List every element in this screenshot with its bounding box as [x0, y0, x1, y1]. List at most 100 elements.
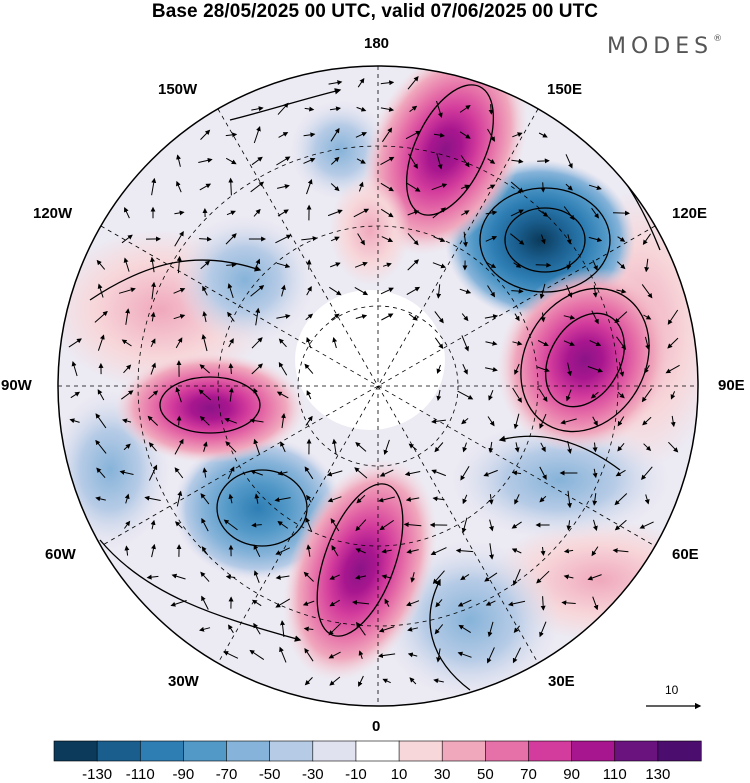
wind-arrow [461, 418, 469, 425]
wind-arrow [356, 621, 366, 636]
wind-arrow [589, 340, 602, 347]
wind-arrow [380, 287, 394, 295]
wind-arrow [121, 390, 134, 400]
wind-arrow [405, 130, 421, 140]
wind-arrow [433, 236, 446, 243]
wind-arrow [538, 388, 548, 402]
wind-arrow [327, 496, 342, 503]
wind-arrow [436, 284, 442, 299]
wind-arrow [381, 574, 392, 580]
wind-arrow [125, 308, 131, 325]
wind-arrow [561, 600, 576, 606]
wind-arrow [380, 106, 395, 112]
colorbar-tick-label: -30 [301, 766, 324, 783]
wind-arrow [174, 210, 185, 216]
wind-arrow [306, 178, 313, 195]
wind-arrow [592, 519, 598, 532]
wind-arrow [513, 413, 520, 430]
wind-arrow [199, 626, 211, 632]
wind-arrow [430, 547, 447, 556]
colorbar-tick-label: -90 [172, 766, 195, 783]
wind-arrow [276, 184, 290, 189]
reference-vector-label: 10 [665, 683, 679, 697]
wind-arrow [641, 466, 653, 480]
wind-arrow [381, 236, 394, 242]
wind-arrow [356, 158, 366, 164]
wind-arrow [432, 496, 445, 502]
wind-arrow [328, 651, 341, 659]
wind-arrow [540, 234, 546, 245]
wind-arrow [436, 389, 442, 401]
wind-arrow [121, 234, 133, 244]
wind-arrow [199, 236, 212, 242]
wind-arrow [326, 470, 343, 477]
colorbar-swatch [312, 740, 357, 762]
wind-arrow [461, 335, 469, 352]
wind-arrow [277, 470, 288, 476]
wind-arrow [225, 233, 237, 245]
wind-arrow [144, 495, 161, 501]
wind-arrow [485, 340, 498, 346]
wind-arrow [512, 340, 523, 346]
wind-arrow [200, 571, 210, 582]
wind-arrow [277, 521, 289, 529]
wind-arrow [644, 365, 650, 374]
wind-arrow [457, 651, 472, 658]
wind-arrow [176, 415, 182, 426]
colorbar-tick-label: 90 [563, 766, 580, 783]
wind-arrow [616, 336, 627, 351]
wind-arrow [460, 465, 470, 481]
colorbar-swatch [657, 740, 702, 762]
wind-arrow [565, 183, 573, 191]
wind-arrow [201, 518, 209, 532]
wind-arrow [511, 158, 524, 164]
wind-arrow [566, 260, 572, 270]
wind-arrow [488, 494, 494, 505]
wind-arrow [253, 438, 260, 455]
colorbar-swatch [139, 740, 185, 762]
wind-arrow [592, 442, 598, 453]
wind-arrow [377, 653, 396, 659]
wind-arrow [404, 471, 421, 477]
wind-arrow [380, 80, 395, 86]
wind-arrow [566, 389, 572, 402]
wind-arrow [170, 600, 187, 607]
lon-label-180: 180 [364, 35, 390, 52]
wind-arrow [483, 469, 498, 477]
wind-arrow [201, 546, 209, 556]
wind-arrow [641, 388, 653, 403]
wind-arrow [250, 285, 265, 297]
wind-arrow [487, 621, 494, 638]
lon-label-150e: 150E [547, 81, 583, 98]
wind-arrow [588, 184, 602, 191]
wind-arrow [304, 677, 313, 686]
wind-arrow [278, 338, 287, 348]
wind-arrow [253, 570, 260, 583]
wind-arrow [228, 387, 234, 402]
wind-arrow [225, 157, 237, 165]
wind-arrow [200, 493, 210, 505]
colorbar-swatch [485, 740, 530, 762]
wind-arrow [618, 361, 625, 377]
wind-arrow [513, 262, 522, 268]
wind-arrow [201, 595, 209, 610]
lon-label-60e: 60E [672, 546, 699, 563]
wind-arrow [432, 262, 447, 269]
wind-arrow [253, 544, 261, 558]
wind-arrow [617, 236, 626, 242]
colorbar-swatch [528, 740, 573, 762]
wind-arrow [409, 677, 417, 685]
wind-arrow [459, 105, 471, 113]
wind-arrow [462, 231, 468, 248]
wind-arrow [563, 574, 574, 580]
wind-arrow [305, 415, 313, 426]
wind-arrow [462, 363, 468, 375]
lon-label-30e: 30E [548, 673, 575, 690]
wind-arrow [228, 493, 234, 504]
wind-arrow [199, 416, 210, 426]
wind-arrow [592, 468, 598, 479]
wind-arrow [249, 649, 265, 661]
wind-arrow [199, 364, 211, 374]
wind-arrow [407, 652, 418, 658]
wind-arrow [590, 391, 599, 399]
